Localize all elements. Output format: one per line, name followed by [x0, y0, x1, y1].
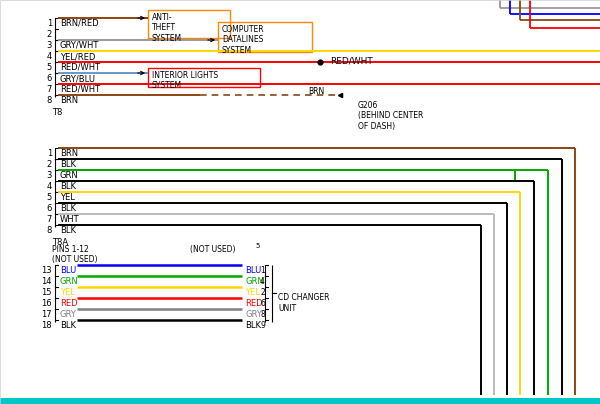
Text: BLK: BLK [60, 321, 76, 330]
Text: GRY: GRY [245, 310, 262, 319]
Text: GRY: GRY [60, 310, 77, 319]
Text: GRN: GRN [60, 171, 79, 180]
Bar [148, 68, 260, 87]
Text: 3: 3 [47, 41, 52, 50]
Text: 4: 4 [260, 277, 265, 286]
Text: BLU: BLU [60, 266, 76, 275]
Text: 14: 14 [41, 277, 52, 286]
Text: BLK: BLK [60, 226, 76, 235]
Text: 8: 8 [47, 96, 52, 105]
Text: 2: 2 [47, 30, 52, 39]
Text: T8: T8 [52, 108, 62, 117]
Text: BRN: BRN [60, 149, 78, 158]
Text: 3: 3 [47, 171, 52, 180]
Bar [0, 398, 600, 404]
Text: 18: 18 [41, 321, 52, 330]
Text: 5: 5 [255, 243, 259, 249]
Text: PINS 1-12
(NOT USED): PINS 1-12 (NOT USED) [52, 245, 97, 264]
Text: 13: 13 [41, 266, 52, 275]
Text: 1: 1 [47, 19, 52, 28]
Text: RED/WHT: RED/WHT [60, 63, 100, 72]
Text: GRN: GRN [60, 277, 79, 286]
Text: 17: 17 [41, 310, 52, 319]
Text: 1: 1 [47, 149, 52, 158]
Text: 2: 2 [47, 160, 52, 169]
Text: 8: 8 [260, 310, 265, 319]
Text: 6: 6 [47, 74, 52, 83]
Text: COMPUTER
DATALINES
SYSTEM: COMPUTER DATALINES SYSTEM [222, 25, 265, 55]
Text: RED/WHT: RED/WHT [330, 57, 373, 66]
Text: 9: 9 [260, 321, 265, 330]
Text: GRY/BLU: GRY/BLU [60, 74, 96, 83]
Text: G206
(BEHIND CENTER
OF DASH): G206 (BEHIND CENTER OF DASH) [358, 101, 424, 131]
Text: 5: 5 [47, 63, 52, 72]
Text: 4: 4 [47, 182, 52, 191]
Text: WHT: WHT [60, 215, 80, 224]
Text: RED: RED [60, 299, 77, 308]
Text: 7: 7 [47, 85, 52, 94]
Text: 2: 2 [260, 288, 265, 297]
Bar [148, 10, 230, 38]
Text: (NOT USED): (NOT USED) [190, 245, 235, 254]
Text: 5: 5 [47, 193, 52, 202]
Text: GRY/WHT: GRY/WHT [60, 41, 100, 50]
Text: YEL: YEL [245, 288, 260, 297]
Text: 4: 4 [47, 52, 52, 61]
Text: BLK: BLK [60, 160, 76, 169]
Text: BLK: BLK [60, 182, 76, 191]
Text: BLU: BLU [245, 266, 261, 275]
Text: INTERIOR LIGHTS
SYSTEM: INTERIOR LIGHTS SYSTEM [152, 71, 218, 90]
Text: YEL/RED: YEL/RED [60, 52, 95, 61]
Text: 1: 1 [260, 266, 265, 275]
Text: T8A: T8A [52, 238, 68, 247]
Text: BRN/RED: BRN/RED [60, 19, 98, 28]
Text: BLK: BLK [245, 321, 261, 330]
Text: GRN: GRN [245, 277, 264, 286]
Text: BRN: BRN [308, 87, 324, 96]
Text: 7: 7 [47, 215, 52, 224]
Text: 6: 6 [47, 204, 52, 213]
Text: YEL: YEL [60, 288, 75, 297]
Text: YEL: YEL [60, 193, 75, 202]
Text: 16: 16 [41, 299, 52, 308]
Text: BRN: BRN [60, 96, 78, 105]
Text: RED/WHT: RED/WHT [60, 85, 100, 94]
Text: 15: 15 [41, 288, 52, 297]
Text: ANTI-
THEFT
SYSTEM: ANTI- THEFT SYSTEM [152, 13, 182, 43]
Text: CD CHANGER
UNIT: CD CHANGER UNIT [278, 293, 329, 313]
Text: 8: 8 [47, 226, 52, 235]
Bar [218, 22, 312, 52]
Text: RED: RED [245, 299, 263, 308]
Text: 6: 6 [260, 299, 265, 308]
Text: BLK: BLK [60, 204, 76, 213]
